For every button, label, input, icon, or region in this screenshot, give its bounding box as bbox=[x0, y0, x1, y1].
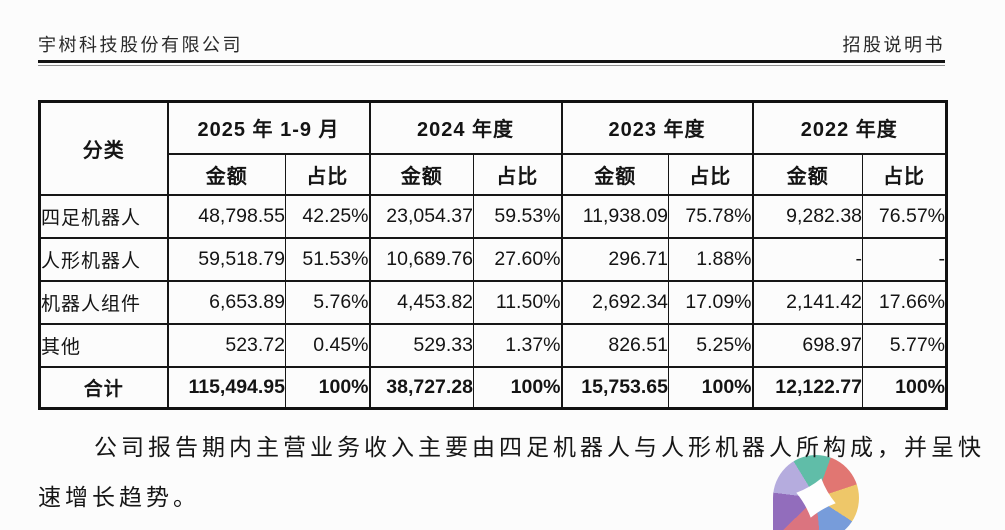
period-header-2025: 2025 年 1-9 月 bbox=[166, 100, 371, 155]
period-header-2022: 2022 年度 bbox=[751, 100, 948, 155]
ratio-cell: 76.57% bbox=[862, 193, 948, 239]
ratio-cell: - bbox=[862, 236, 948, 282]
amount-cell: 9,282.38 bbox=[751, 193, 864, 239]
amount-cell: 48,798.55 bbox=[166, 193, 286, 239]
period-header-2023: 2023 年度 bbox=[560, 100, 754, 155]
row-category: 四足机器人 bbox=[39, 193, 168, 239]
period-header-2024: 2024 年度 bbox=[368, 100, 563, 155]
amount-cell: 523.72 bbox=[166, 322, 286, 368]
ratio-header: 占比 bbox=[473, 152, 563, 196]
table-row-total: 合计 115,494.95 100% 38,727.28 100% 15,753… bbox=[39, 365, 948, 410]
ratio-cell: 100% bbox=[473, 365, 563, 410]
ratio-cell: 0.45% bbox=[284, 322, 371, 368]
amount-cell: 826.51 bbox=[560, 322, 670, 368]
ratio-cell: 17.66% bbox=[862, 279, 948, 325]
table-header-periods: 分类 2025 年 1-9 月 2024 年度 2023 年度 2022 年度 bbox=[39, 100, 948, 196]
header-divider bbox=[38, 60, 945, 66]
amount-cell: 2,692.34 bbox=[560, 279, 670, 325]
amount-cell: 12,122.77 bbox=[751, 365, 864, 410]
ratio-header: 占比 bbox=[668, 152, 754, 196]
row-category: 机器人组件 bbox=[39, 279, 168, 325]
ratio-cell: 1.88% bbox=[668, 236, 754, 282]
ratio-cell: 11.50% bbox=[473, 279, 563, 325]
ratio-header: 占比 bbox=[284, 152, 371, 196]
ratio-cell: 75.78% bbox=[668, 193, 754, 239]
document-header: 宇树科技股份有限公司 招股说明书 bbox=[38, 31, 945, 57]
table-row-others: 其他 523.72 0.45% 529.33 1.37% 826.51 5.25… bbox=[39, 322, 948, 368]
ratio-cell: 51.53% bbox=[284, 236, 371, 282]
amount-cell: 4,453.82 bbox=[368, 279, 475, 325]
table-header-measures: 金额 占比 金额 占比 金额 占比 金额 占比 bbox=[40, 152, 948, 196]
corner-header: 分类 bbox=[39, 100, 168, 196]
amount-cell: 6,653.89 bbox=[166, 279, 286, 325]
row-category: 人形机器人 bbox=[39, 236, 168, 282]
amount-cell: 59,518.79 bbox=[166, 236, 286, 282]
amount-cell: 38,727.28 bbox=[368, 365, 475, 410]
amount-cell: 11,938.09 bbox=[560, 193, 670, 239]
sparkle-shape bbox=[796, 478, 836, 518]
document-type: 招股说明书 bbox=[842, 35, 945, 55]
amount-header: 金额 bbox=[166, 152, 286, 196]
amount-cell: 15,753.65 bbox=[560, 365, 670, 410]
body-paragraph: 公司报告期内主营业务收入主要由四足机器人与人形机器人所构成，并呈快速增长趋势。 bbox=[38, 435, 985, 510]
ratio-cell: 5.76% bbox=[284, 279, 371, 325]
ratio-cell: 100% bbox=[284, 365, 371, 410]
amount-cell: 23,054.37 bbox=[368, 193, 475, 239]
ratio-cell: 17.09% bbox=[668, 279, 754, 325]
table-row-humanoid-robots: 人形机器人 59,518.79 51.53% 10,689.76 27.60% … bbox=[39, 236, 948, 282]
amount-cell: 296.71 bbox=[560, 236, 670, 282]
ratio-cell: 5.77% bbox=[862, 322, 948, 368]
table-row-robot-components: 机器人组件 6,653.89 5.76% 4,453.82 11.50% 2,6… bbox=[39, 279, 948, 325]
ratio-cell: 100% bbox=[862, 365, 948, 410]
amount-cell: 10,689.76 bbox=[368, 236, 475, 282]
amount-cell: 698.97 bbox=[751, 322, 864, 368]
company-name: 宇树科技股份有限公司 bbox=[38, 35, 243, 55]
ratio-cell: 1.37% bbox=[473, 322, 563, 368]
ratio-cell: 5.25% bbox=[668, 322, 754, 368]
amount-cell: 115,494.95 bbox=[166, 365, 286, 410]
amount-header: 金额 bbox=[368, 152, 475, 196]
ratio-cell: 27.60% bbox=[473, 236, 563, 282]
ratio-header: 占比 bbox=[862, 152, 948, 196]
ratio-cell: 100% bbox=[668, 365, 754, 410]
amount-header: 金额 bbox=[751, 152, 864, 196]
amount-header: 金额 bbox=[560, 152, 670, 196]
table-row-quadruped-robots: 四足机器人 48,798.55 42.25% 23,054.37 59.53% … bbox=[39, 193, 948, 239]
amount-cell: - bbox=[751, 236, 864, 282]
sparkle-icon bbox=[796, 478, 836, 518]
total-label: 合计 bbox=[39, 365, 168, 410]
amount-cell: 2,141.42 bbox=[751, 279, 864, 325]
ratio-cell: 42.25% bbox=[284, 193, 371, 239]
pinwheel-logo-watermark bbox=[773, 455, 859, 530]
row-category: 其他 bbox=[39, 322, 168, 368]
ratio-cell: 59.53% bbox=[473, 193, 563, 239]
amount-cell: 529.33 bbox=[368, 322, 475, 368]
revenue-table: 分类 2025 年 1-9 月 2024 年度 2023 年度 2022 年度 … bbox=[38, 100, 949, 410]
